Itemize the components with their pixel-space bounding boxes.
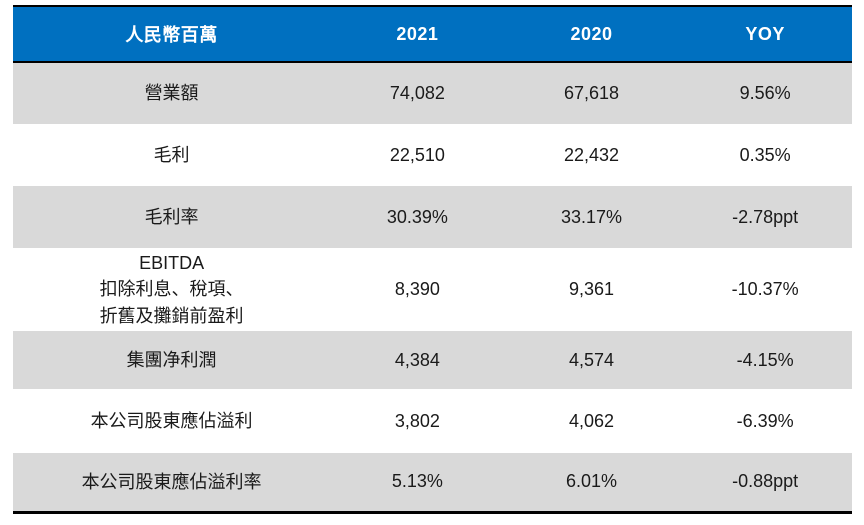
value-2021: 74,082 bbox=[389, 83, 445, 103]
table-row-gross-margin: 毛利率 30.39% 33.17% -2.78ppt bbox=[13, 186, 852, 248]
value-2020: 4,062 bbox=[568, 410, 614, 431]
table-row-group-net-profit: 集團净利潤 4,384 4,574 -4.15% bbox=[13, 331, 852, 389]
value-2021: 3,802 bbox=[394, 410, 440, 431]
value-2021: 22,510 bbox=[389, 144, 445, 165]
value-yoy: 9.56% bbox=[739, 83, 791, 103]
value-2021: 4,384 bbox=[394, 349, 440, 370]
value-yoy: 0.35% bbox=[739, 144, 791, 165]
header-col-yoy: YOY bbox=[745, 23, 785, 44]
value-2021: 30.39% bbox=[386, 206, 448, 227]
metric-label: 毛利 bbox=[153, 144, 190, 165]
value-2020: 33.17% bbox=[560, 206, 622, 227]
metric-label: 本公司股東應佔溢利率 bbox=[81, 471, 262, 492]
table-row-profit-margin-attributable: 本公司股東應佔溢利率 5.13% 6.01% -0.88ppt bbox=[13, 453, 852, 512]
value-2020: 6.01% bbox=[565, 471, 617, 492]
metric-label: 毛利率 bbox=[144, 206, 199, 227]
value-2020: 22,432 bbox=[563, 144, 619, 165]
metric-label: 本公司股東應佔溢利 bbox=[90, 410, 253, 431]
table-row-profit-attributable: 本公司股東應佔溢利 3,802 4,062 -6.39% bbox=[13, 389, 852, 453]
table-row-gross-profit: 毛利 22,510 22,432 0.35% bbox=[13, 124, 852, 186]
financial-summary-table: 人民幣百萬 2021 2020 YOY 營業額 74,082 67,618 9.… bbox=[13, 5, 852, 514]
value-2020: 9,361 bbox=[568, 279, 614, 299]
value-2021: 5.13% bbox=[391, 471, 443, 492]
data-table: 人民幣百萬 2021 2020 YOY 營業額 74,082 67,618 9.… bbox=[13, 5, 852, 514]
value-yoy: -6.39% bbox=[736, 410, 794, 431]
header-col-2021: 2021 bbox=[396, 23, 439, 44]
table-header-row: 人民幣百萬 2021 2020 YOY bbox=[13, 6, 852, 62]
metric-label: 集團净利潤 bbox=[126, 349, 217, 370]
metric-label: 營業額 bbox=[144, 83, 199, 104]
value-2021: 8,390 bbox=[394, 279, 440, 299]
table-row-revenue: 營業額 74,082 67,618 9.56% bbox=[13, 62, 852, 124]
value-yoy: -4.15% bbox=[736, 349, 794, 370]
value-yoy: -0.88ppt bbox=[732, 471, 799, 492]
table-row-ebitda: EBITDA 扣除利息、稅項、 折舊及攤銷前盈利 8,390 9,361 -10… bbox=[13, 248, 852, 331]
header-unit-label: 人民幣百萬 bbox=[125, 25, 218, 45]
value-yoy: -10.37% bbox=[731, 279, 799, 299]
header-col-2020: 2020 bbox=[570, 23, 613, 44]
value-2020: 4,574 bbox=[568, 349, 614, 370]
value-yoy: -2.78ppt bbox=[732, 206, 799, 227]
value-2020: 67,618 bbox=[563, 83, 619, 103]
metric-label: EBITDA 扣除利息、稅項、 折舊及攤銷前盈利 bbox=[99, 253, 244, 326]
